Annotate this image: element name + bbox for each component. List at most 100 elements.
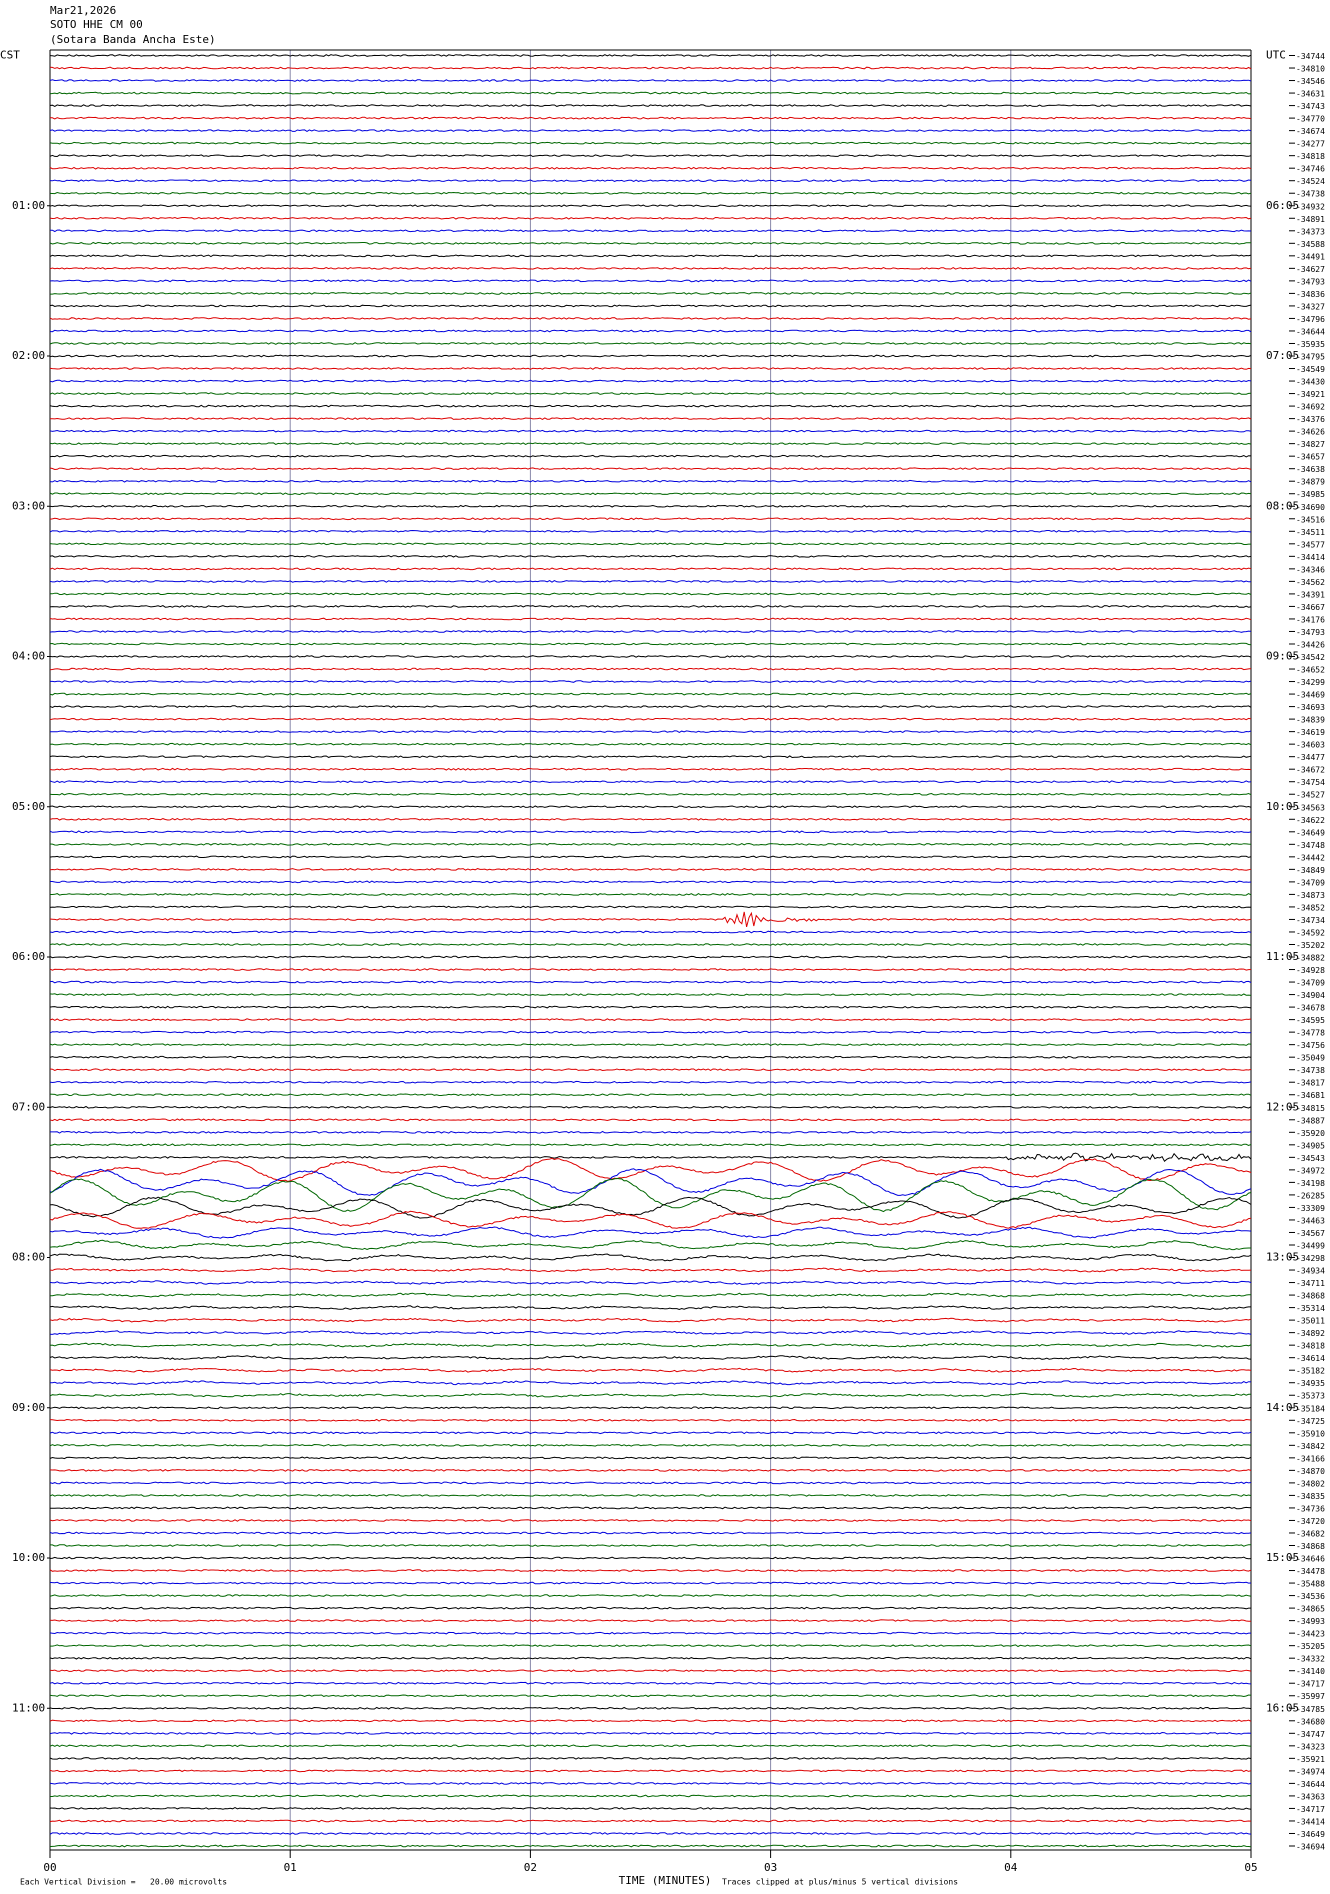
trace	[49, 667, 1252, 671]
trace	[49, 1152, 1252, 1162]
trace	[49, 1253, 1252, 1262]
offset-label: -34644	[1296, 327, 1325, 336]
title-station: SOTO HHE CM 00	[50, 18, 143, 31]
offset-label: -34674	[1296, 127, 1325, 136]
offset-label: -34527	[1296, 791, 1325, 800]
offset-label: -34667	[1296, 603, 1325, 612]
offset-label: -34836	[1296, 290, 1325, 299]
trace	[49, 392, 1252, 395]
trace	[49, 855, 1252, 859]
cst-label: 09:00	[12, 1401, 45, 1414]
trace	[49, 191, 1252, 195]
offset-label: -35997	[1296, 1692, 1325, 1701]
trace	[49, 943, 1252, 946]
trace	[49, 1669, 1252, 1673]
trace	[49, 1392, 1252, 1398]
utc-label: 10:05	[1266, 800, 1299, 813]
offset-label: -34562	[1296, 578, 1325, 587]
offset-label: -34646	[1296, 1555, 1325, 1564]
offset-label: -34839	[1296, 716, 1325, 725]
trace	[50, 1292, 1251, 1298]
offset-label: -34567	[1296, 1229, 1325, 1238]
trace	[49, 630, 1252, 633]
utc-label: 15:05	[1266, 1551, 1299, 1564]
trace	[49, 1030, 1252, 1034]
trace	[49, 304, 1252, 308]
trace	[50, 730, 1252, 733]
offset-label: -34709	[1296, 878, 1325, 887]
offset-label: -34744	[1296, 52, 1325, 61]
offset-label: -34391	[1296, 590, 1325, 599]
trace	[49, 580, 1252, 583]
offset-label: -34363	[1296, 1792, 1325, 1801]
offset-label: -34327	[1296, 302, 1325, 311]
offset-label: -34891	[1296, 215, 1325, 224]
offset-label: -34414	[1296, 553, 1325, 562]
trace	[49, 367, 1252, 370]
cst-label: 11:00	[12, 1701, 45, 1714]
trace	[49, 1043, 1252, 1047]
trace	[49, 454, 1252, 458]
offset-label: -34892	[1296, 1329, 1325, 1338]
offset-label: -34516	[1296, 515, 1325, 524]
trace	[49, 379, 1252, 383]
utc-label: 11:05	[1266, 950, 1299, 963]
offset-label: -34657	[1296, 453, 1325, 462]
offset-label: -34332	[1296, 1655, 1325, 1664]
utc-label: 07:05	[1266, 349, 1299, 362]
offset-label: -34176	[1296, 615, 1325, 624]
trace	[49, 905, 1252, 909]
offset-label: -34709	[1296, 979, 1325, 988]
trace	[49, 467, 1252, 471]
offset-label: -34549	[1296, 365, 1325, 374]
trace	[49, 1330, 1252, 1335]
trace	[49, 792, 1252, 796]
offset-label: -34442	[1296, 853, 1325, 862]
trace	[49, 1581, 1252, 1585]
trace	[49, 1456, 1252, 1460]
trace	[49, 1681, 1252, 1685]
trace	[49, 1168, 1252, 1196]
offset-label: -34430	[1296, 378, 1325, 387]
offset-label: -34542	[1296, 653, 1325, 662]
utc-label: 12:05	[1266, 1100, 1299, 1113]
trace	[49, 642, 1252, 646]
offset-label: -34346	[1296, 565, 1325, 574]
trace	[49, 1431, 1252, 1435]
trace	[49, 1556, 1252, 1560]
offset-label: -34796	[1296, 315, 1325, 324]
offset-label: -34543	[1296, 1154, 1325, 1163]
offset-label: -34720	[1296, 1517, 1325, 1526]
offset-label: -34563	[1296, 803, 1325, 812]
trace	[49, 1519, 1252, 1522]
trace	[49, 267, 1252, 270]
footer-scale: Each Vertical Division = 20.00 microvolt…	[20, 1878, 227, 1887]
offset-label: -34810	[1296, 65, 1325, 74]
trace	[49, 1118, 1252, 1122]
offset-label: -34426	[1296, 640, 1325, 649]
offset-label: -34672	[1296, 766, 1325, 775]
offset-label: -34754	[1296, 778, 1325, 787]
offset-label: -34928	[1296, 966, 1325, 975]
offset-label: -34678	[1296, 1004, 1325, 1013]
utc-label: 08:05	[1266, 499, 1299, 512]
offset-label: -34166	[1296, 1454, 1325, 1463]
offset-label: -35935	[1296, 340, 1325, 349]
offset-label: -34414	[1296, 1817, 1325, 1826]
trace	[49, 1018, 1252, 1021]
trace	[50, 680, 1252, 683]
offset-label: -34747	[1296, 1730, 1325, 1739]
trace	[49, 54, 1252, 57]
trace	[49, 1267, 1252, 1273]
x-tick-label: 03	[764, 1861, 777, 1874]
offset-label: -34536	[1296, 1592, 1325, 1601]
trace	[49, 279, 1252, 283]
trace	[50, 1544, 1251, 1547]
trace	[49, 1406, 1252, 1410]
trace	[49, 1280, 1252, 1285]
utc-label: 06:05	[1266, 199, 1299, 212]
offset-label: -34376	[1296, 415, 1325, 424]
offset-label: -34785	[1296, 1705, 1325, 1714]
cst-label: 10:00	[12, 1551, 45, 1564]
